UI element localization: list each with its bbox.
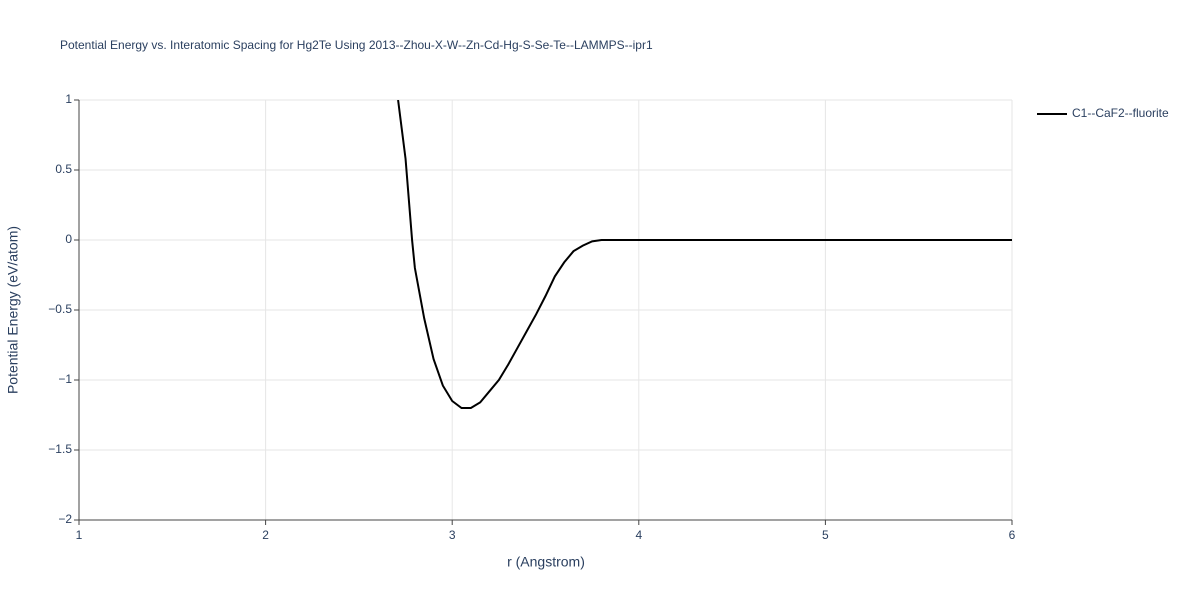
x-tick-label: 6 bbox=[1009, 528, 1016, 542]
chart-title: Potential Energy vs. Interatomic Spacing… bbox=[60, 38, 653, 52]
x-tick-label: 4 bbox=[635, 528, 642, 542]
x-axis-title: r (Angstrom) bbox=[507, 554, 585, 570]
y-tick-label: −2 bbox=[58, 512, 72, 526]
x-tick-label: 2 bbox=[262, 528, 269, 542]
y-tick-label: −1 bbox=[58, 372, 72, 386]
legend-label: C1--CaF2--fluorite bbox=[1072, 106, 1169, 120]
y-tick-label: 1 bbox=[65, 92, 72, 106]
y-tick-label: −1.5 bbox=[48, 442, 72, 456]
x-tick-label: 1 bbox=[76, 528, 83, 542]
y-tick-label: 0.5 bbox=[55, 162, 72, 176]
y-tick-label: 0 bbox=[65, 232, 72, 246]
y-axis-title: Potential Energy (eV/atom) bbox=[5, 226, 21, 394]
y-tick-label: −0.5 bbox=[48, 302, 72, 316]
x-tick-label: 5 bbox=[822, 528, 829, 542]
data-line bbox=[397, 100, 1012, 409]
x-tick-label: 3 bbox=[449, 528, 456, 542]
